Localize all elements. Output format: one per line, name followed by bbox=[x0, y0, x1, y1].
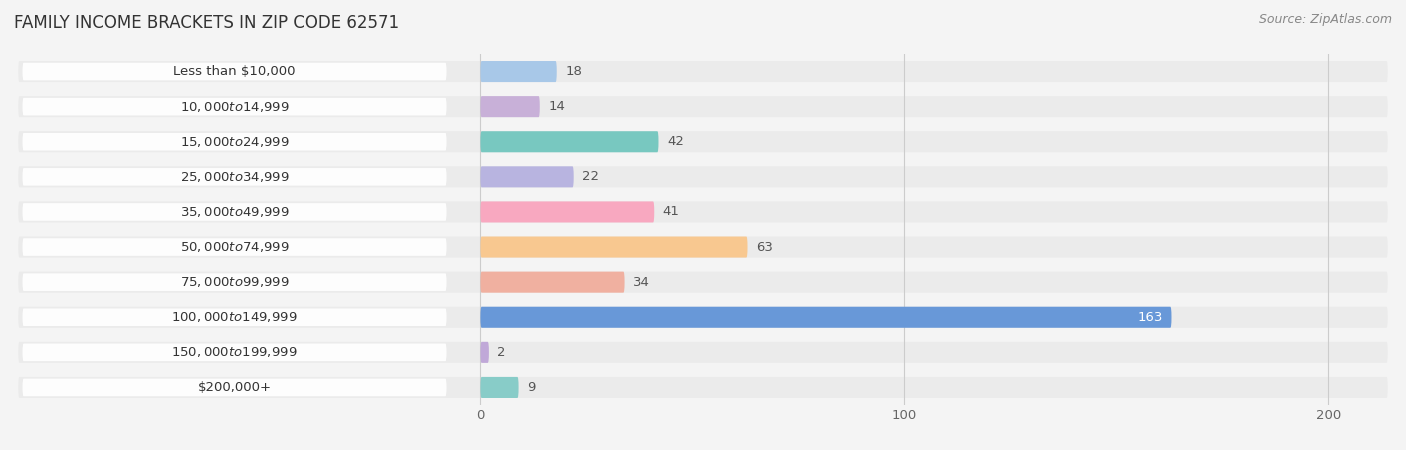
FancyBboxPatch shape bbox=[481, 61, 557, 82]
FancyBboxPatch shape bbox=[481, 202, 654, 222]
FancyBboxPatch shape bbox=[481, 166, 574, 187]
Text: $75,000 to $99,999: $75,000 to $99,999 bbox=[180, 275, 290, 289]
Text: 18: 18 bbox=[565, 65, 582, 78]
FancyBboxPatch shape bbox=[18, 96, 1388, 117]
FancyBboxPatch shape bbox=[22, 133, 447, 150]
Text: 9: 9 bbox=[527, 381, 536, 394]
FancyBboxPatch shape bbox=[481, 377, 519, 398]
Text: 2: 2 bbox=[498, 346, 506, 359]
FancyBboxPatch shape bbox=[18, 307, 1388, 328]
Text: $35,000 to $49,999: $35,000 to $49,999 bbox=[180, 205, 290, 219]
FancyBboxPatch shape bbox=[481, 131, 658, 152]
Text: 63: 63 bbox=[756, 241, 773, 253]
FancyBboxPatch shape bbox=[481, 307, 1171, 328]
Text: $25,000 to $34,999: $25,000 to $34,999 bbox=[180, 170, 290, 184]
Text: $100,000 to $149,999: $100,000 to $149,999 bbox=[172, 310, 298, 324]
FancyBboxPatch shape bbox=[18, 202, 1388, 222]
FancyBboxPatch shape bbox=[22, 98, 447, 115]
FancyBboxPatch shape bbox=[18, 61, 1388, 82]
FancyBboxPatch shape bbox=[18, 377, 1388, 398]
Text: $200,000+: $200,000+ bbox=[197, 381, 271, 394]
FancyBboxPatch shape bbox=[22, 168, 447, 185]
Text: $15,000 to $24,999: $15,000 to $24,999 bbox=[180, 135, 290, 149]
Text: FAMILY INCOME BRACKETS IN ZIP CODE 62571: FAMILY INCOME BRACKETS IN ZIP CODE 62571 bbox=[14, 14, 399, 32]
Text: 163: 163 bbox=[1137, 311, 1163, 324]
FancyBboxPatch shape bbox=[22, 238, 447, 256]
FancyBboxPatch shape bbox=[481, 237, 748, 257]
Text: 41: 41 bbox=[662, 206, 679, 218]
FancyBboxPatch shape bbox=[22, 344, 447, 361]
Text: 42: 42 bbox=[666, 135, 683, 148]
FancyBboxPatch shape bbox=[18, 237, 1388, 257]
FancyBboxPatch shape bbox=[481, 342, 489, 363]
Text: $50,000 to $74,999: $50,000 to $74,999 bbox=[180, 240, 290, 254]
Text: 34: 34 bbox=[633, 276, 650, 288]
FancyBboxPatch shape bbox=[18, 131, 1388, 152]
FancyBboxPatch shape bbox=[22, 309, 447, 326]
FancyBboxPatch shape bbox=[22, 203, 447, 221]
FancyBboxPatch shape bbox=[481, 272, 624, 292]
Text: $10,000 to $14,999: $10,000 to $14,999 bbox=[180, 99, 290, 114]
Text: 14: 14 bbox=[548, 100, 565, 113]
FancyBboxPatch shape bbox=[18, 166, 1388, 187]
Text: Source: ZipAtlas.com: Source: ZipAtlas.com bbox=[1258, 14, 1392, 27]
Text: 22: 22 bbox=[582, 171, 599, 183]
FancyBboxPatch shape bbox=[481, 96, 540, 117]
FancyBboxPatch shape bbox=[22, 379, 447, 396]
FancyBboxPatch shape bbox=[18, 342, 1388, 363]
FancyBboxPatch shape bbox=[22, 273, 447, 291]
Text: $150,000 to $199,999: $150,000 to $199,999 bbox=[172, 345, 298, 360]
FancyBboxPatch shape bbox=[18, 272, 1388, 292]
Text: Less than $10,000: Less than $10,000 bbox=[173, 65, 295, 78]
FancyBboxPatch shape bbox=[22, 63, 447, 80]
